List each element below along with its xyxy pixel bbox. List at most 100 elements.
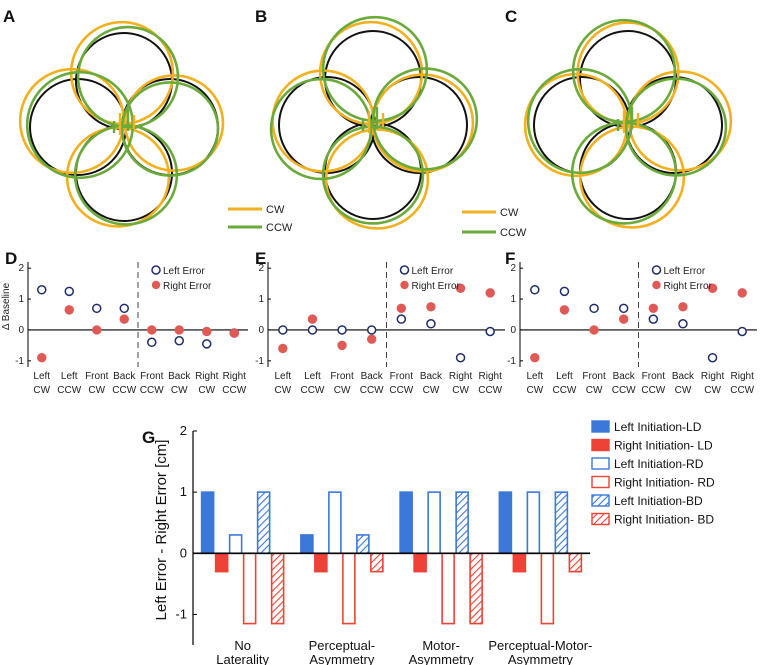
bar-solid-blue	[300, 534, 314, 555]
right-error-point	[229, 328, 239, 338]
bar-hatch-red	[469, 552, 483, 625]
y-axis-label: Left Error - Right Error [cm]	[153, 440, 170, 621]
x-category-label-top: Left	[526, 371, 543, 382]
bar-panel-g: G 2 1 0 -1 Left Error - Right Error [cm] NoLat…	[142, 420, 715, 665]
scatter-panel-f: F2 1 0 -1 Left CW Left CCW Front CW Back CCW Front CC…	[505, 249, 757, 396]
x-category-label-bottom: CCW	[112, 385, 136, 396]
x-category-label-bottom: CW	[704, 385, 721, 396]
x-category-label-bottom: CCW	[300, 385, 324, 396]
x-category-label-bottom: CCW	[222, 385, 246, 396]
x-category-label-top: Right	[731, 371, 755, 382]
legend-right-error-label: Right Error	[664, 281, 713, 292]
ccw-trace-right	[371, 67, 479, 171]
x-category-label-bottom: CCW	[478, 385, 502, 396]
x-category-label-top: Back	[168, 371, 191, 382]
left-error-point	[37, 285, 47, 295]
ccw-trace-front	[321, 15, 429, 123]
left-error-point	[530, 285, 540, 295]
bar-hatch-blue	[554, 491, 569, 555]
left-error-point	[64, 286, 74, 297]
right-error-point	[278, 343, 288, 354]
legend-left-error-marker	[399, 265, 410, 275]
x-category-label-bottom: CW	[88, 385, 105, 396]
bar-solid-red	[512, 552, 527, 573]
circle-trajectories-c	[523, 18, 733, 229]
x-category-label-bottom: CCW	[612, 385, 636, 396]
right-error-point	[485, 288, 495, 298]
x-category-label-top: Front	[140, 371, 164, 382]
y-tick-label: 1	[180, 484, 187, 499]
left-error-point	[119, 303, 129, 314]
x-category-label-top: Front	[390, 371, 414, 382]
x-category-label-line1: No	[234, 638, 251, 653]
x-category-label-top: Front	[582, 371, 606, 382]
x-category-label-top: Left	[61, 371, 78, 382]
x-category-label-top: Back	[113, 371, 136, 382]
bar-outline-red	[441, 552, 455, 625]
y-tick-label: -1	[507, 356, 516, 367]
left-error-point	[366, 325, 377, 335]
left-error-point	[589, 303, 599, 314]
y-tick-label: 1	[18, 294, 24, 305]
legend-left-error-label: Left Error	[664, 266, 706, 277]
legend-label: Right Initiation- BD	[614, 513, 714, 527]
x-category-label-bottom: CCW	[641, 385, 665, 396]
y-axis-label-line2: Δ Baseline	[1, 282, 12, 330]
legend-swatch-outline-red	[591, 475, 610, 489]
right-error-point	[396, 303, 407, 314]
legend-right-error-label: Right Error	[163, 281, 212, 292]
right-error-point	[455, 283, 466, 293]
legend-label: Right Initiation- LD	[614, 439, 713, 453]
x-category-label-bottom: CCW	[730, 385, 754, 396]
right-error-point	[589, 325, 599, 335]
panel-letter-e: E	[255, 249, 266, 268]
legend-label: Left Initiation-LD	[614, 420, 702, 434]
bar-hatch-red	[568, 552, 583, 573]
bar-solid-blue	[399, 491, 413, 555]
right-error-point	[119, 314, 129, 324]
bar-outline-blue	[228, 534, 243, 555]
legend-right-error-marker	[151, 280, 161, 290]
left-error-point	[707, 352, 718, 363]
y-tick-label: -1	[15, 356, 24, 367]
ccw-trace-right	[120, 81, 220, 177]
ccw-trace-back	[321, 125, 425, 225]
x-category-label-top: Right	[479, 371, 503, 382]
right-error-point	[174, 325, 184, 335]
bar-hatch-red	[270, 552, 285, 625]
left-error-point	[307, 325, 318, 335]
right-error-point	[530, 353, 540, 363]
x-category-label-bottom: CCW	[552, 385, 576, 396]
bar-solid-blue	[498, 491, 513, 555]
x-category-label-line2: Asymmetry	[409, 652, 475, 665]
x-category-label-bottom: CW	[452, 385, 469, 396]
y-tick-label: 2	[180, 423, 187, 438]
y-tick-label: 1	[510, 294, 516, 305]
right-error-point	[678, 302, 688, 312]
panel-letter-g: G	[142, 428, 155, 447]
x-category-label-bottom: CW	[526, 385, 543, 396]
bar-outline-blue	[427, 491, 441, 555]
x-category-label-bottom: CW	[33, 385, 50, 396]
bar-hatch-blue	[455, 491, 469, 555]
x-category-label-line2: Laterality	[216, 652, 269, 665]
legend-swatch-solid-red	[591, 438, 610, 452]
left-error-point	[648, 314, 659, 324]
legend-label: Left Initiation-BD	[614, 494, 703, 508]
legend-cw-ccw-a: CW CCW	[228, 204, 293, 234]
legend-right-error-label: Right Error	[412, 281, 461, 292]
left-error-point	[426, 319, 436, 329]
x-category-label-line1: Motor-	[422, 638, 460, 653]
x-category-label-top: Right	[701, 371, 725, 382]
y-tick-label: -1	[255, 356, 264, 367]
left-error-point	[396, 314, 407, 324]
x-category-label-top: Back	[672, 371, 695, 382]
right-error-point	[202, 326, 212, 337]
left-error-point	[485, 326, 495, 337]
legend-swatch-solid-blue	[591, 420, 610, 433]
x-category-label-bottom: CCW	[57, 385, 81, 396]
right-error-point	[92, 325, 102, 335]
legend-cw-label: CW	[500, 207, 519, 219]
x-category-label-top: Right	[195, 371, 219, 382]
